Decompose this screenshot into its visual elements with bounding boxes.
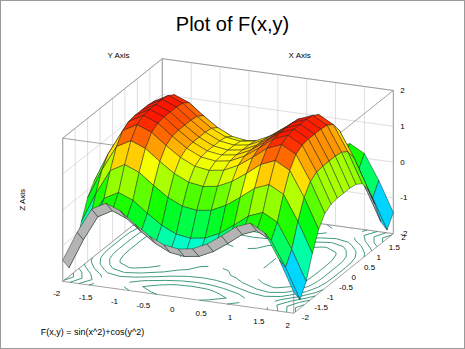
- svg-text:0.5: 0.5: [364, 263, 376, 272]
- svg-text:Y Axis: Y Axis: [107, 51, 129, 60]
- svg-text:Plot of F(x,y): Plot of F(x,y): [176, 13, 289, 35]
- svg-text:-1.5: -1.5: [79, 293, 93, 302]
- svg-text:-2: -2: [302, 313, 310, 322]
- svg-text:2: 2: [286, 321, 291, 330]
- svg-text:1: 1: [400, 122, 405, 131]
- svg-text:0.5: 0.5: [196, 309, 208, 318]
- svg-text:1: 1: [376, 253, 381, 262]
- svg-text:-2: -2: [400, 229, 408, 238]
- svg-text:-1: -1: [400, 193, 408, 202]
- svg-text:-1.5: -1.5: [314, 303, 328, 312]
- svg-text:-0.5: -0.5: [339, 283, 353, 292]
- svg-text:0: 0: [352, 273, 357, 282]
- svg-text:-1: -1: [327, 293, 335, 302]
- svg-text:-1: -1: [111, 297, 119, 306]
- svg-text:-2: -2: [53, 289, 61, 298]
- svg-text:-0.5: -0.5: [136, 301, 150, 310]
- svg-text:Z Axis: Z Axis: [18, 189, 27, 211]
- svg-text:0: 0: [170, 305, 175, 314]
- svg-text:0: 0: [400, 158, 405, 167]
- svg-text:X Axis: X Axis: [289, 51, 311, 60]
- svg-text:F(x,y) = sin(x^2)+cos(y^2): F(x,y) = sin(x^2)+cos(y^2): [41, 327, 144, 337]
- svg-text:1.5: 1.5: [389, 243, 401, 252]
- svg-text:1.5: 1.5: [253, 317, 265, 326]
- svg-text:2: 2: [400, 86, 405, 95]
- svg-text:1: 1: [228, 313, 233, 322]
